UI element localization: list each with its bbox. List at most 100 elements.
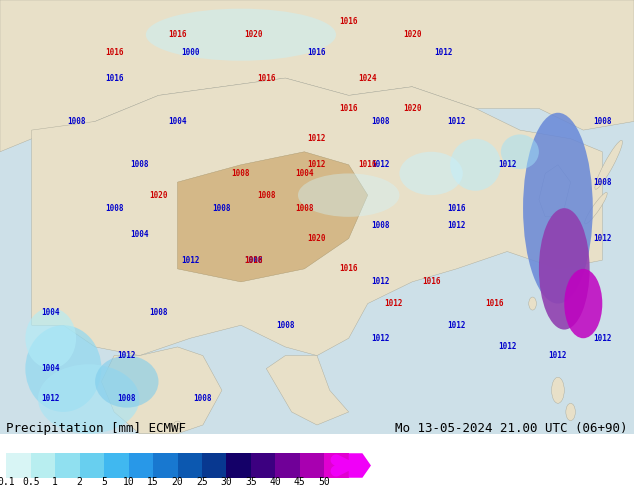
Text: 1012: 1012 [371, 277, 390, 286]
Text: 1012: 1012 [181, 256, 200, 265]
Text: 1016: 1016 [244, 256, 263, 265]
Text: 1008: 1008 [231, 169, 250, 178]
Text: 1016: 1016 [358, 160, 377, 169]
Bar [202, 453, 226, 478]
Bar [55, 453, 80, 478]
Ellipse shape [174, 421, 181, 429]
Text: 1016: 1016 [485, 299, 504, 308]
Polygon shape [101, 347, 222, 434]
Ellipse shape [566, 403, 576, 420]
Text: 1012: 1012 [498, 343, 517, 351]
Text: 1008: 1008 [295, 204, 314, 213]
Bar [178, 453, 202, 478]
Polygon shape [0, 0, 634, 152]
Text: 1008: 1008 [371, 117, 390, 126]
Bar [104, 453, 129, 478]
Text: 1020: 1020 [244, 30, 263, 39]
Bar [275, 453, 300, 478]
Text: 1012: 1012 [434, 48, 453, 56]
Text: 30: 30 [221, 477, 232, 487]
Ellipse shape [501, 134, 539, 169]
Text: 1008: 1008 [593, 117, 612, 126]
Ellipse shape [552, 377, 564, 403]
Ellipse shape [585, 193, 607, 224]
Polygon shape [32, 78, 602, 356]
Ellipse shape [529, 297, 536, 310]
Text: 45: 45 [294, 477, 306, 487]
FancyArrow shape [349, 453, 371, 478]
Text: 1016: 1016 [168, 30, 187, 39]
Bar [226, 453, 251, 478]
Ellipse shape [95, 356, 158, 408]
Text: 1012: 1012 [593, 234, 612, 243]
Text: 2: 2 [77, 477, 82, 487]
Text: 1016: 1016 [257, 74, 276, 82]
Text: 1008: 1008 [276, 321, 295, 330]
Text: 1012: 1012 [593, 334, 612, 343]
Text: 1012: 1012 [447, 321, 466, 330]
Text: 1020: 1020 [307, 234, 327, 243]
Text: 1016: 1016 [339, 104, 358, 113]
Text: 1008: 1008 [593, 178, 612, 187]
Text: 1008: 1008 [244, 256, 263, 265]
Text: 50: 50 [318, 477, 330, 487]
Bar [129, 453, 153, 478]
Text: 1016: 1016 [307, 48, 327, 56]
Ellipse shape [539, 208, 590, 330]
Polygon shape [178, 152, 368, 282]
Text: 1012: 1012 [384, 299, 403, 308]
Text: 1004: 1004 [41, 308, 60, 317]
Polygon shape [266, 356, 349, 425]
Text: 1004: 1004 [41, 364, 60, 373]
Text: 1012: 1012 [498, 160, 517, 169]
Text: 1008: 1008 [67, 117, 86, 126]
Text: 1012: 1012 [371, 160, 390, 169]
Bar [324, 453, 349, 478]
Text: 15: 15 [147, 477, 159, 487]
Text: 1008: 1008 [257, 191, 276, 199]
Text: Precipitation [mm] ECMWF: Precipitation [mm] ECMWF [6, 422, 186, 435]
Text: Mo 13-05-2024 21.00 UTC (06+90): Mo 13-05-2024 21.00 UTC (06+90) [395, 422, 628, 435]
Text: 20: 20 [172, 477, 183, 487]
Text: 1020: 1020 [403, 30, 422, 39]
Text: 1: 1 [53, 477, 58, 487]
Text: 1012: 1012 [307, 160, 327, 169]
Text: 1016: 1016 [447, 204, 466, 213]
Bar [300, 453, 324, 478]
Ellipse shape [595, 140, 623, 189]
Text: 1012: 1012 [447, 221, 466, 230]
Text: 1012: 1012 [307, 134, 327, 143]
Text: 1016: 1016 [339, 17, 358, 26]
Text: 1020: 1020 [149, 191, 168, 199]
Text: 1016: 1016 [422, 277, 441, 286]
Text: 1024: 1024 [358, 74, 377, 82]
Text: 1008: 1008 [130, 160, 149, 169]
Ellipse shape [523, 113, 593, 304]
Text: 1012: 1012 [117, 351, 136, 360]
Text: 1004: 1004 [168, 117, 187, 126]
Text: 1016: 1016 [105, 74, 124, 82]
Bar [251, 453, 275, 478]
Text: 1016: 1016 [339, 265, 358, 273]
Text: 1012: 1012 [41, 394, 60, 403]
Text: 1008: 1008 [193, 394, 212, 403]
Text: 1008: 1008 [149, 308, 168, 317]
Text: 1000: 1000 [181, 48, 200, 56]
Text: 25: 25 [196, 477, 208, 487]
Bar [31, 453, 55, 478]
Text: 1012: 1012 [447, 117, 466, 126]
Text: 10: 10 [123, 477, 134, 487]
Ellipse shape [399, 152, 463, 195]
Text: 35: 35 [245, 477, 257, 487]
Text: 1020: 1020 [403, 104, 422, 113]
Text: 0.5: 0.5 [22, 477, 39, 487]
Bar [153, 453, 178, 478]
Text: 1008: 1008 [105, 204, 124, 213]
Ellipse shape [450, 139, 501, 191]
Text: 1008: 1008 [212, 204, 231, 213]
Bar [6, 453, 31, 478]
Text: 1004: 1004 [295, 169, 314, 178]
Ellipse shape [25, 308, 76, 368]
Text: 1012: 1012 [371, 334, 390, 343]
Ellipse shape [564, 269, 602, 338]
